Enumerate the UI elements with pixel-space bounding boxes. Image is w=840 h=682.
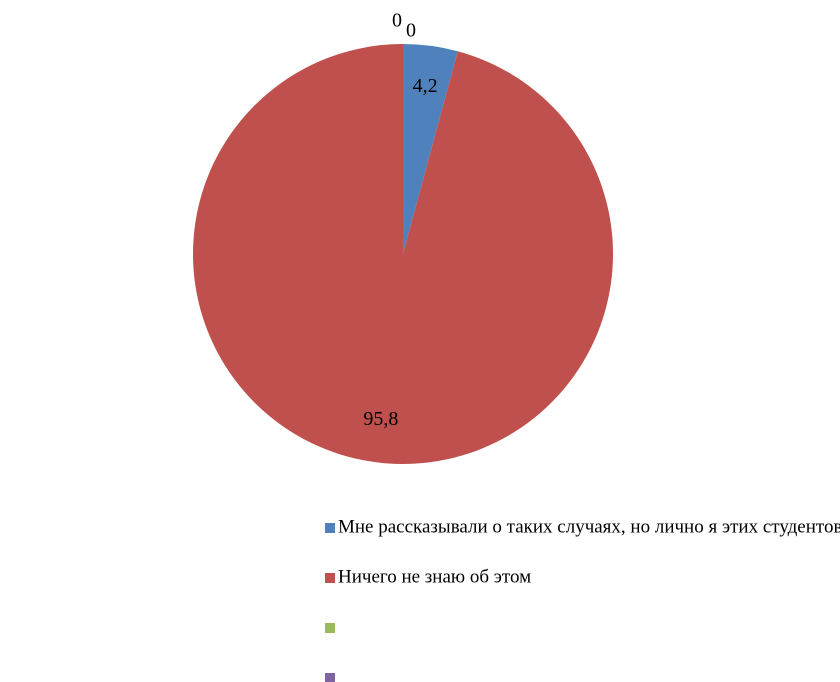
data-label: 4,2 [413, 75, 438, 97]
pie-slice [193, 44, 613, 464]
legend-swatch [325, 623, 335, 633]
data-label: 95,8 [363, 408, 398, 430]
legend-swatch [325, 573, 335, 583]
data-label: 0 [406, 20, 416, 42]
legend-text: Мне рассказывали о таких случаях, но лич… [338, 516, 840, 537]
pie-slice [403, 44, 458, 254]
legend-swatch [325, 523, 335, 533]
legend-text: Ничего не знаю об этом [338, 566, 531, 587]
legend-swatch [325, 673, 335, 682]
data-label: 0 [392, 10, 402, 32]
